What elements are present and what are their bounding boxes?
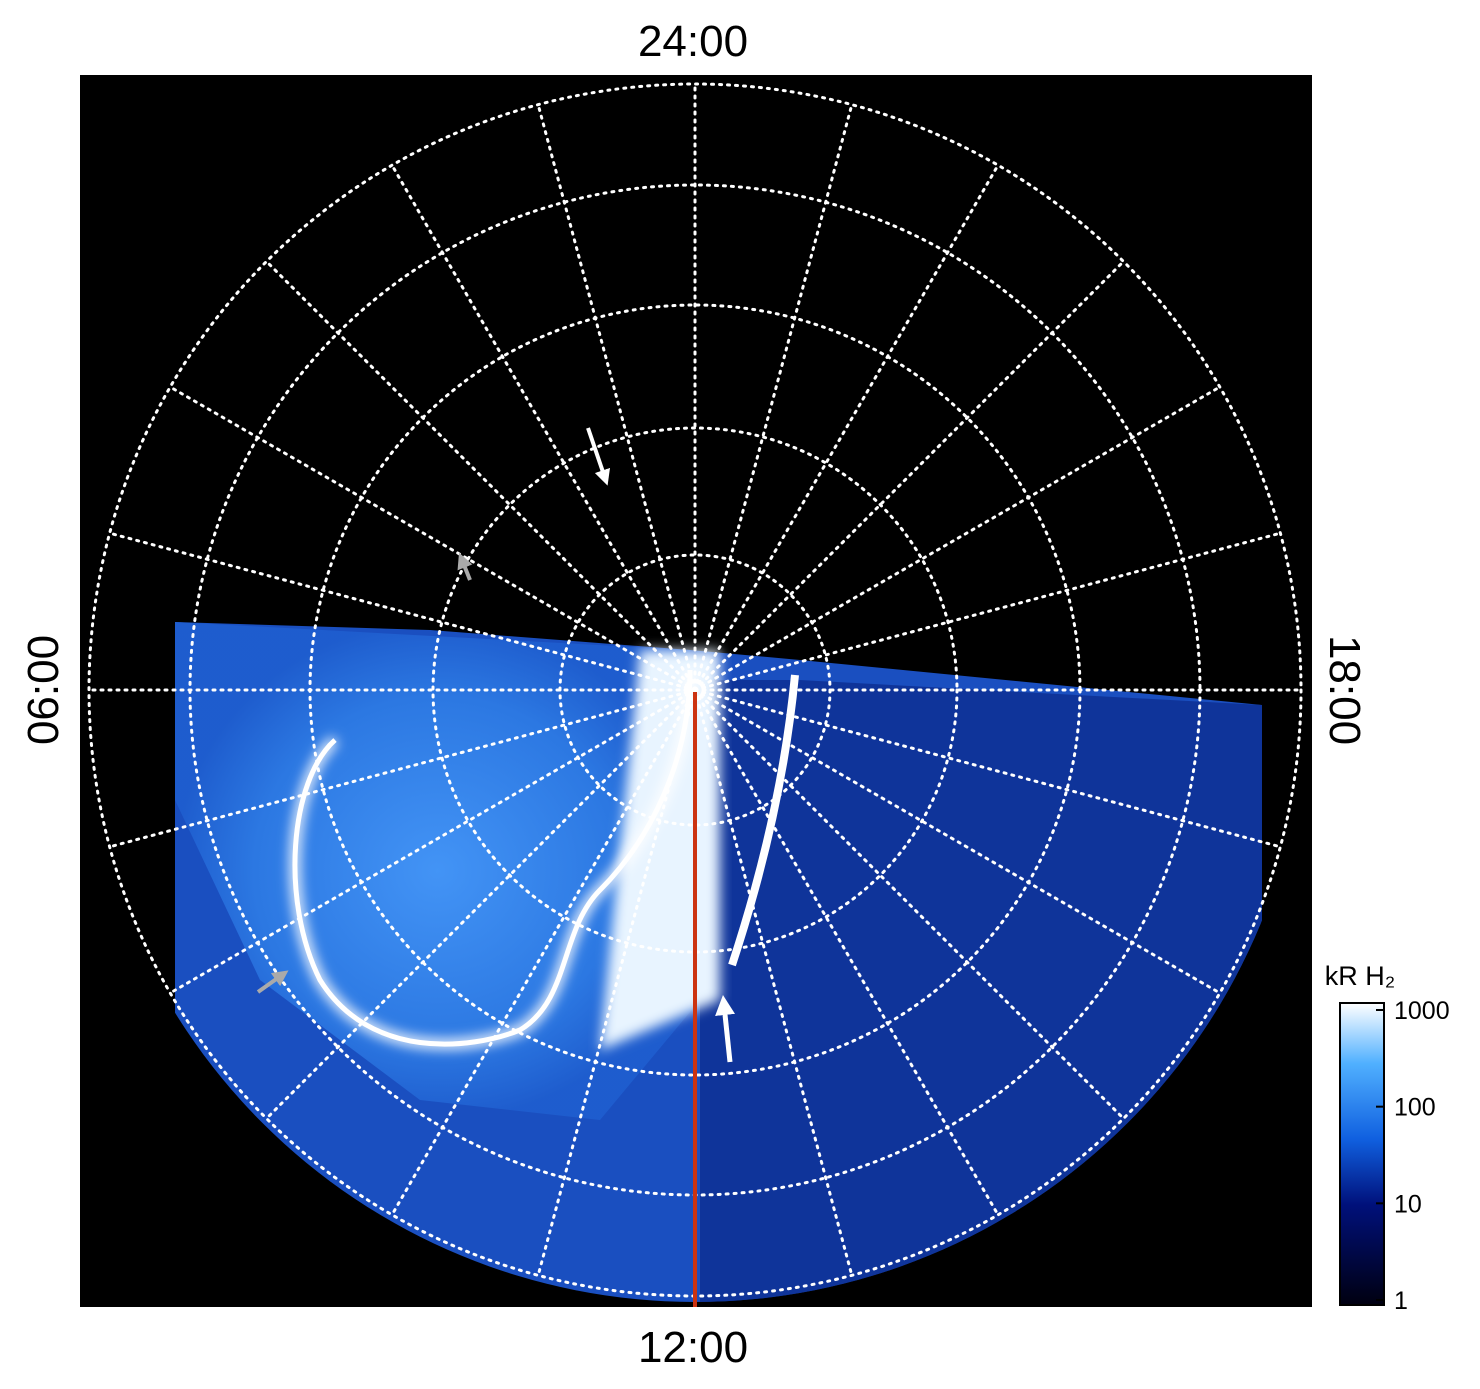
- aurora-image: [87, 82, 1303, 1307]
- grid-spoke: [693, 259, 1126, 692]
- grid-spoke: [264, 688, 697, 1121]
- grid-spoke: [693, 385, 1222, 692]
- colorbar-tick-label: 10: [1394, 1190, 1422, 1218]
- colorbar-title: kR H₂: [1325, 961, 1395, 991]
- colorbar-tick-label: 1: [1394, 1287, 1408, 1315]
- grid-spoke: [693, 163, 1000, 692]
- grid-spoke: [264, 259, 697, 692]
- grid-spoke: [693, 688, 1126, 1121]
- grid-spoke: [168, 385, 697, 692]
- arrow: [256, 970, 289, 994]
- grid-spoke: [108, 688, 697, 849]
- arrow: [457, 552, 473, 581]
- grid-spoke: [693, 688, 854, 1277]
- grid-spoke: [108, 531, 697, 692]
- grid-spoke: [693, 688, 1222, 995]
- bright-region: [600, 650, 720, 1050]
- grid-spoke: [390, 688, 697, 1217]
- arrow: [586, 427, 610, 486]
- grid-spoke: [693, 688, 1000, 1217]
- grid-spoke: [693, 688, 1282, 849]
- auroral-oval: [292, 669, 693, 1047]
- time-label: 06:00: [19, 635, 68, 745]
- time-label: 12:00: [638, 1323, 748, 1372]
- grid-spoke: [693, 103, 854, 692]
- grid-spoke: [390, 163, 697, 692]
- grid-spoke: [536, 103, 697, 692]
- arrow: [715, 995, 735, 1063]
- grid-spoke: [536, 688, 697, 1277]
- time-label: 24:00: [638, 17, 748, 66]
- time-label: 18:00: [1320, 635, 1369, 745]
- colorbar: [1339, 1002, 1385, 1306]
- colorbar-tick-label: 1000: [1394, 997, 1450, 1025]
- grid-spoke: [168, 688, 697, 995]
- colorbar-tick-label: 100: [1394, 1094, 1436, 1122]
- grid-spoke: [693, 531, 1282, 692]
- colorbar-ticks: 1 10 100 1000: [1376, 997, 1450, 1315]
- emission-region: [175, 622, 700, 1120]
